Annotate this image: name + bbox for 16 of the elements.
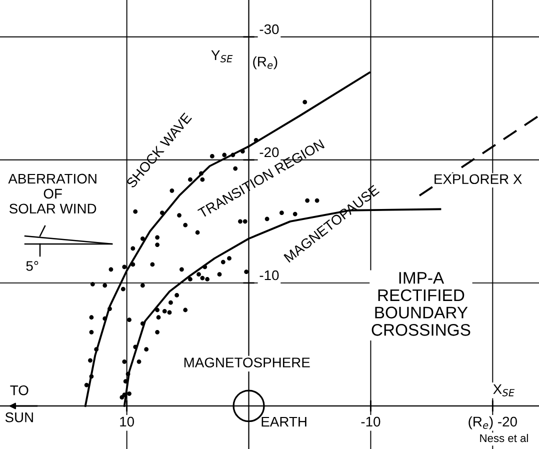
annotation: MAGNETOSPHERE (184, 358, 310, 368)
y-tick-label: -30 (260, 24, 279, 34)
annotation: Ness et al (480, 434, 528, 442)
x-tick-label: -10 (361, 416, 380, 427)
annotation: (R$_{e}$) (253, 56, 278, 70)
annotation: IMP-A RECTIFIED BOUNDARY CROSSINGS (372, 272, 470, 336)
annotation: EARTH (262, 416, 306, 427)
x-tick-label: (R$_{e}$) -20 (468, 416, 517, 430)
x-tick-label: 10 (120, 416, 134, 427)
x-axis-title: X$_{SE}$ (493, 384, 515, 396)
series-label: EXPLORER X (434, 174, 522, 184)
y-tick-label: -10 (260, 270, 279, 280)
annotation: 5° (26, 261, 38, 271)
y-axis-title: Y$_{SE}$ (211, 50, 233, 62)
annotation: ABERRATION OF SOLAR WIND (8, 174, 96, 214)
text: TO SUN (5, 385, 33, 422)
